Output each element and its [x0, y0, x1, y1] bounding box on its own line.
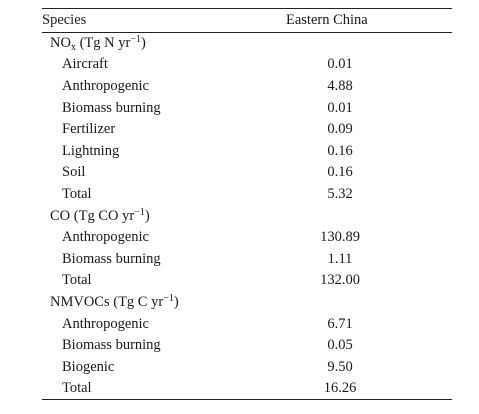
group-unit-close: )	[144, 207, 150, 224]
row-value: 130.89	[320, 229, 360, 246]
row-value: 4.88	[327, 77, 353, 94]
group-header-row: NMVOCs (Tg C yr−1)	[42, 292, 452, 314]
group-unit-exponent: −1	[130, 34, 141, 46]
group-unit-close: )	[173, 293, 179, 310]
row-label: Anthropogenic	[62, 315, 149, 332]
table-row: Total 5.32	[42, 184, 452, 206]
table-body: NOx (Tg N yr−1) Aircraft 0.01 Anthropogen…	[42, 33, 452, 400]
row-value: 6.71	[327, 315, 353, 332]
group-unit-exponent: −1	[134, 206, 145, 218]
emissions-table: Species Eastern China NOx (Tg N yr−1) Ai…	[42, 8, 452, 400]
row-value: 0.01	[327, 56, 353, 73]
row-value: 16.26	[323, 380, 357, 397]
table-row: Biomass burning 0.05	[42, 335, 452, 357]
group-header-row: NOx (Tg N yr−1)	[42, 33, 452, 55]
header-row: Species Eastern China	[42, 8, 452, 33]
row-label: Total	[62, 185, 92, 202]
row-label: Total	[62, 272, 92, 289]
table-row: Biomass burning 0.01	[42, 97, 452, 119]
table-row: Anthropogenic 4.88	[42, 76, 452, 98]
group-species: NO	[50, 35, 71, 52]
table-row: Anthropogenic 130.89	[42, 227, 452, 249]
eastern-china-column-header: Eastern China	[286, 11, 368, 28]
table-row: Soil 0.16	[42, 162, 452, 184]
group-species-subscript: x	[70, 42, 76, 54]
group-unit-exponent: −1	[163, 292, 174, 304]
row-value: 132.00	[320, 272, 360, 289]
table-row: Total 16.26	[42, 378, 452, 400]
table-header: Species Eastern China	[42, 8, 452, 33]
group-unit: (Tg C yr	[113, 293, 164, 310]
row-value: 5.32	[327, 185, 353, 202]
row-label: Anthropogenic	[62, 77, 149, 94]
row-value: 0.16	[327, 164, 353, 181]
group-unit: (Tg N yr	[79, 35, 131, 52]
row-label: Biomass burning	[62, 99, 161, 116]
row-label: Aircraft	[62, 56, 108, 73]
group-species: NMVOCs	[50, 293, 110, 310]
row-label: Biogenic	[62, 358, 115, 375]
species-column-header: Species	[42, 11, 87, 28]
row-label: Soil	[62, 164, 86, 181]
table-row: Biomass burning 1.11	[42, 248, 452, 270]
table-row: Total 132.00	[42, 270, 452, 292]
group-species: CO	[50, 207, 71, 224]
group-label-nox: NOx (Tg N yr−1)	[42, 33, 452, 55]
table-row: Aircraft 0.01	[42, 54, 452, 76]
row-label: Biomass burning	[62, 337, 161, 354]
group-unit-close: )	[140, 35, 146, 52]
group-label-nmvocs: NMVOCs (Tg C yr−1)	[42, 292, 452, 314]
row-value: 1.11	[327, 250, 353, 267]
table-row: Lightning 0.16	[42, 140, 452, 162]
table-row: Anthropogenic 6.71	[42, 313, 452, 335]
row-value: 0.01	[327, 99, 353, 116]
row-label: Biomass burning	[62, 250, 161, 267]
group-label-co: CO (Tg CO yr−1)	[42, 205, 452, 227]
row-label: Anthropogenic	[62, 229, 149, 246]
table-row: Fertilizer 0.09	[42, 119, 452, 141]
row-label: Lightning	[62, 142, 120, 159]
row-value: 0.05	[327, 337, 353, 354]
group-unit: (Tg CO yr	[73, 207, 135, 224]
row-value: 9.50	[327, 358, 353, 375]
row-value: 0.09	[327, 121, 353, 138]
table-row: Biogenic 9.50	[42, 356, 452, 378]
row-value: 0.16	[327, 142, 353, 159]
group-header-row: CO (Tg CO yr−1)	[42, 205, 452, 227]
row-label: Fertilizer	[62, 121, 116, 138]
row-label: Total	[62, 380, 92, 397]
